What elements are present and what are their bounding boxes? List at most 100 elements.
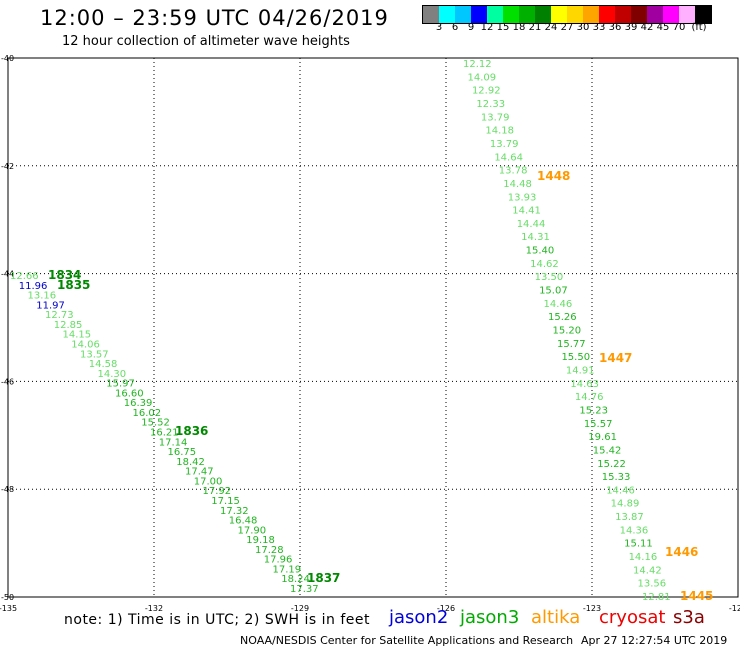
wave-height-value: 15.23 (579, 405, 608, 416)
page-subtitle: 12 hour collection of altimeter wave hei… (62, 34, 350, 49)
pass-time-label: 1834 (48, 268, 81, 282)
wave-height-value: 14.30 (98, 369, 127, 380)
lat-label: -50 (1, 593, 14, 602)
legend-swatch (487, 6, 503, 23)
wave-height-value: 16.75 (168, 447, 197, 458)
lon-label: -123 (583, 604, 601, 613)
legend-label: 21 (528, 22, 542, 33)
wave-height-value: 14.46 (606, 485, 635, 496)
legend-label: 6 (451, 22, 459, 33)
wave-height-value: 13.79 (481, 112, 510, 123)
wave-height-value: 15.40 (526, 246, 555, 257)
map-frame (7, 57, 739, 598)
wave-height-value: 16.48 (229, 516, 258, 527)
wave-height-value: 17.96 (264, 555, 293, 566)
footer-note: note: 1) Time is in UTC; 2) SWH is in fe… (64, 612, 371, 628)
wave-height-value: 14.31 (521, 232, 550, 243)
wave-height-value: 15.52 (141, 418, 170, 429)
mission-label-altika: altika (531, 607, 581, 628)
pass-time-label: 1448 (537, 169, 570, 183)
legend-swatch (455, 6, 471, 23)
wave-height-value: 14.46 (544, 299, 573, 310)
wave-height-value: 12.12 (463, 59, 492, 70)
legend-swatch (423, 6, 439, 23)
lat-label: -44 (1, 270, 14, 279)
lat-label: -40 (1, 54, 14, 63)
wave-height-value: 15.22 (597, 459, 626, 470)
wave-height-value: 14.18 (485, 126, 514, 137)
legend-swatch (567, 6, 583, 23)
wave-height-value: 15.11 (624, 539, 653, 550)
wave-height-value: 12.81 (642, 592, 671, 603)
pass-time-label: 1835 (57, 278, 90, 292)
wave-height-value: 14.06 (71, 339, 100, 350)
wave-height-value: 14.62 (530, 259, 559, 270)
legend-label: 9 (467, 22, 475, 33)
wave-height-value: 14.63 (570, 379, 599, 390)
wave-height-value: 15.77 (557, 339, 586, 350)
legend-label: 42 (640, 22, 654, 33)
legend-swatch (599, 6, 615, 23)
wave-height-value: 13.93 (508, 192, 537, 203)
wave-height-value: 17.00 (194, 476, 223, 487)
legend-label: 15 (496, 22, 510, 33)
legend-swatch (695, 6, 711, 23)
wave-height-value: 12.73 (45, 310, 74, 321)
lon-label: -129 (291, 604, 309, 613)
wave-height-value: 18.42 (176, 457, 205, 468)
legend-label: 18 (512, 22, 526, 33)
lat-label: -46 (1, 377, 14, 386)
legend-label: (ft) (691, 22, 707, 33)
legend-swatch (615, 6, 631, 23)
wave-height-value: 12.92 (472, 86, 501, 97)
page-title: 12:00 – 23:59 UTC 04/26/2019 (40, 6, 389, 30)
wave-height-value: 14.42 (633, 565, 662, 576)
mission-label-jason2: jason2 (389, 607, 449, 628)
wave-height-value: 15.33 (602, 472, 631, 483)
legend-swatch (535, 6, 551, 23)
pass-time-label: 1446 (665, 545, 698, 559)
legend-swatch (647, 6, 663, 23)
wave-height-value: 19.61 (588, 432, 617, 443)
footer-timestamp: Apr 27 12:27:54 UTC 2019 (581, 634, 728, 647)
wave-height-value: 17.90 (238, 525, 267, 536)
wave-height-value: 13.78 (499, 166, 528, 177)
wave-height-value: 14.58 (89, 359, 118, 370)
legend-label: 39 (624, 22, 638, 33)
wave-height-value: 15.50 (561, 352, 590, 363)
legend-swatch (663, 6, 679, 23)
wave-height-value: 17.28 (255, 545, 284, 556)
legend-swatch (631, 6, 647, 23)
pass-time-label: 1837 (307, 571, 340, 585)
legend-label: 27 (560, 22, 574, 33)
wave-height-value: 11.97 (36, 300, 65, 311)
wave-height-value: 11.96 (19, 281, 48, 292)
wave-height-value: 17.15 (211, 496, 240, 507)
lon-label: -132 (145, 604, 163, 613)
wave-height-value: 14.44 (517, 219, 546, 230)
wave-height-value: 13.16 (28, 291, 57, 302)
pass-time-label: 1447 (599, 351, 632, 365)
wave-height-value: 15.42 (593, 445, 622, 456)
wave-height-value: 15.20 (553, 326, 582, 337)
wave-height-value: 14.41 (512, 206, 541, 217)
wave-height-value: 17.37 (290, 584, 319, 595)
wave-height-value: 16.21 (150, 428, 179, 439)
wave-height-value: 15.07 (539, 286, 568, 297)
lat-label: -48 (1, 485, 14, 494)
wave-height-value: 15.26 (548, 312, 577, 323)
wave-height-value: 14.64 (494, 152, 523, 163)
wave-height-value: 14.48 (503, 179, 532, 190)
mission-label-cryosat: cryosat (599, 607, 666, 628)
wave-height-value: 17.92 (203, 486, 232, 497)
wave-height-value: 12.33 (476, 99, 505, 110)
legend-label: 12 (480, 22, 494, 33)
legend-swatch (503, 6, 519, 23)
legend-label: 30 (576, 22, 590, 33)
pass-time-label: 1445 (680, 589, 713, 603)
wave-height-value: 15.97 (106, 379, 135, 390)
lon-label: -126 (437, 604, 455, 613)
wave-height-value: 12.66 (10, 271, 39, 282)
wave-height-value: 17.32 (220, 506, 249, 517)
